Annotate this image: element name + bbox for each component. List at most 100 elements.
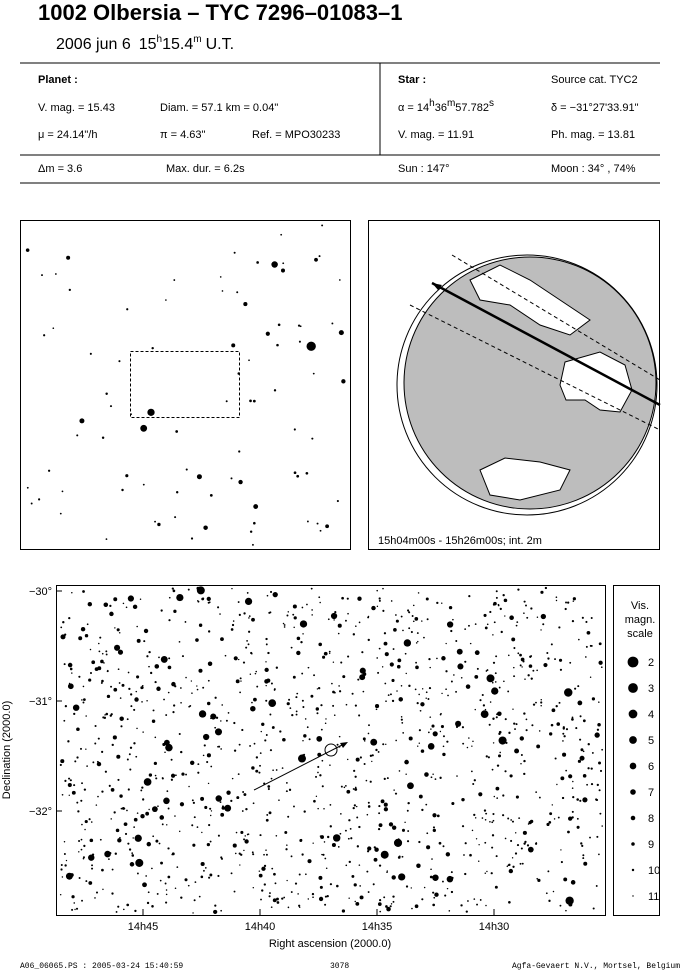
star	[401, 855, 404, 858]
star	[513, 675, 516, 678]
star	[525, 604, 527, 607]
star	[176, 866, 179, 869]
star	[146, 841, 152, 847]
star	[353, 804, 356, 807]
star	[263, 853, 265, 856]
star	[113, 687, 118, 692]
star	[77, 810, 80, 813]
star	[200, 861, 205, 867]
star	[464, 628, 467, 630]
star	[263, 864, 267, 868]
star	[585, 620, 588, 623]
star	[418, 794, 423, 799]
star	[583, 861, 588, 866]
star	[325, 524, 330, 529]
star	[246, 640, 248, 642]
star	[450, 890, 454, 894]
ra-m: 36	[435, 102, 447, 114]
star	[241, 810, 244, 812]
star	[446, 875, 454, 883]
scale-title: magn.	[625, 614, 656, 626]
scale-label: 8	[648, 813, 654, 825]
star	[190, 537, 194, 540]
star	[574, 687, 577, 690]
star	[394, 792, 398, 795]
star	[329, 883, 333, 886]
star	[538, 796, 541, 799]
star	[207, 679, 210, 682]
star	[421, 688, 424, 690]
star	[432, 874, 439, 881]
star	[338, 279, 341, 281]
star	[132, 837, 134, 839]
star	[288, 788, 292, 791]
star	[192, 801, 195, 804]
star	[61, 490, 64, 493]
star	[590, 644, 593, 647]
star	[441, 656, 446, 661]
star	[425, 597, 429, 601]
star	[371, 760, 373, 763]
star	[485, 904, 487, 907]
scale-box	[613, 585, 660, 916]
star	[284, 830, 288, 834]
star	[376, 605, 379, 608]
star	[196, 685, 198, 687]
star	[68, 794, 70, 796]
star	[595, 885, 598, 887]
star	[386, 870, 389, 872]
star	[329, 764, 331, 766]
star	[78, 877, 81, 880]
star	[306, 341, 316, 351]
star	[436, 657, 438, 660]
planet-mu: μ = 24.14"/h	[38, 129, 97, 141]
star	[209, 814, 212, 817]
star	[582, 857, 585, 860]
star	[210, 765, 213, 768]
star	[354, 786, 357, 789]
star	[400, 615, 403, 618]
star	[213, 909, 218, 915]
star	[558, 701, 561, 704]
star	[464, 872, 467, 876]
star	[432, 731, 438, 737]
star	[560, 849, 562, 851]
star	[136, 872, 139, 875]
star	[450, 629, 453, 633]
star	[464, 660, 467, 663]
star	[128, 687, 131, 691]
star	[465, 684, 471, 689]
star	[234, 852, 237, 855]
star	[81, 782, 83, 785]
star	[352, 788, 355, 790]
star	[174, 887, 177, 890]
star	[63, 852, 66, 855]
star	[576, 798, 579, 801]
star	[508, 900, 511, 904]
star	[430, 728, 432, 730]
star	[358, 621, 361, 624]
star	[154, 736, 157, 739]
star	[237, 372, 241, 375]
star	[273, 872, 276, 876]
star	[561, 796, 565, 800]
star	[240, 853, 243, 856]
star	[590, 783, 594, 786]
star	[287, 906, 290, 909]
star	[207, 630, 211, 633]
star	[451, 801, 455, 806]
star	[495, 590, 498, 593]
finder-stars	[25, 224, 346, 546]
sky-chart	[56, 585, 606, 916]
star	[429, 666, 431, 669]
star	[601, 748, 604, 751]
star	[286, 844, 288, 846]
star	[355, 757, 360, 762]
footer-credit: Agfa-Gevaert N.V., Mortsel, Belgium	[512, 962, 680, 971]
star	[404, 652, 407, 655]
star	[142, 483, 145, 486]
star	[272, 726, 275, 728]
star	[383, 777, 386, 781]
star	[151, 346, 154, 350]
star	[86, 623, 89, 626]
